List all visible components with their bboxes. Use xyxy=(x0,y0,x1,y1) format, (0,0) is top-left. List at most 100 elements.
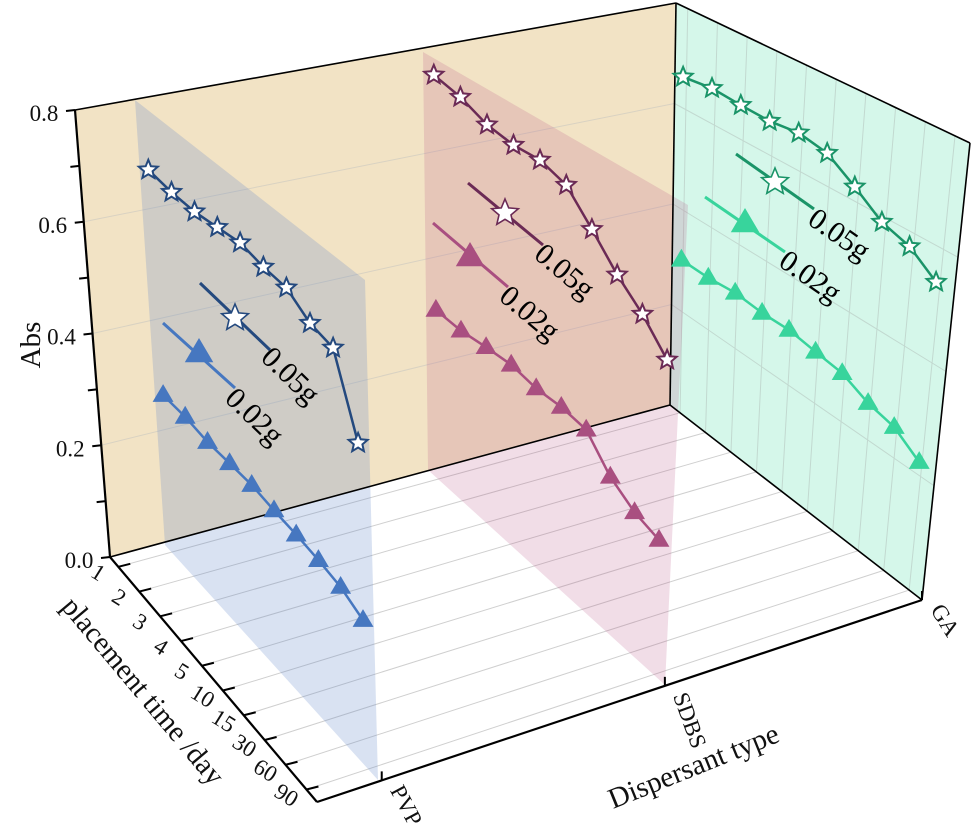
y-tick-label: 0.6 xyxy=(38,213,67,238)
series-line xyxy=(435,308,660,541)
triangle-marker xyxy=(450,319,472,338)
series-sdbs-0.02g xyxy=(425,298,670,547)
y-tick xyxy=(96,500,106,504)
triangle-marker xyxy=(805,340,826,359)
plane-sdbs xyxy=(423,52,688,685)
floor-surface xyxy=(110,405,922,802)
back-wall xyxy=(75,3,676,557)
star-marker xyxy=(924,269,949,293)
star-marker xyxy=(605,262,630,286)
floor-gridline xyxy=(159,451,732,617)
back-wall-gridline xyxy=(92,203,674,334)
star-marker xyxy=(897,233,922,257)
series-line xyxy=(162,394,365,621)
plane-pvp xyxy=(135,100,378,780)
side-wall-top-edge xyxy=(675,2,971,144)
x-tick xyxy=(285,760,298,766)
series-line xyxy=(682,75,938,283)
star-marker xyxy=(869,209,894,233)
star-marker xyxy=(421,62,446,86)
floor-gridline xyxy=(285,569,884,766)
x-axis-line xyxy=(109,556,318,803)
star-marker xyxy=(786,120,811,144)
floor-gridline xyxy=(306,589,910,790)
y-tick xyxy=(74,220,84,224)
x-tick xyxy=(180,637,194,643)
y-tick xyxy=(92,444,102,448)
x-tick-label: 5 xyxy=(170,658,193,685)
side-wall-gridline xyxy=(671,304,935,487)
side-wall-gridline xyxy=(857,107,897,551)
y-tick-label: 0.2 xyxy=(56,436,85,461)
x-tick xyxy=(201,661,215,667)
star-marker xyxy=(448,84,473,108)
z-axis-line xyxy=(316,598,923,804)
star-marker xyxy=(251,254,276,278)
series-sdbs-0.05g xyxy=(421,62,680,371)
z-tick-label: PVP xyxy=(385,781,427,824)
side-wall-front-edge xyxy=(921,142,971,601)
triangle-marker xyxy=(525,377,547,396)
triangle-marker xyxy=(724,281,746,300)
star-marker xyxy=(501,132,526,156)
star-marker xyxy=(630,301,655,325)
triangle-marker xyxy=(575,418,597,437)
y-tick xyxy=(100,556,111,559)
x-tick-label: 15 xyxy=(207,704,240,737)
x-tick xyxy=(138,587,152,593)
star-marker xyxy=(671,64,696,88)
triangle-marker xyxy=(425,298,447,317)
star-marker xyxy=(205,214,230,238)
x-tick-label: 90 xyxy=(270,778,303,811)
triangle-marker xyxy=(263,499,285,518)
triangle-marker xyxy=(671,248,692,267)
y-tick-label: 0.8 xyxy=(30,101,59,126)
floor-gridline xyxy=(243,530,833,716)
triangle-marker xyxy=(751,301,773,320)
star-marker xyxy=(757,108,782,132)
series-line xyxy=(433,73,669,361)
axes xyxy=(65,2,971,804)
triangle-marker xyxy=(697,266,719,285)
star-marker xyxy=(228,230,253,253)
series-ga-0.05g xyxy=(671,64,949,293)
x-tick-label: 30 xyxy=(228,729,261,762)
star-marker xyxy=(528,147,552,171)
star-marker xyxy=(579,216,604,240)
floor-gridline xyxy=(139,432,706,593)
star-marker xyxy=(759,165,791,195)
data-series xyxy=(136,62,949,627)
series-pvp-0.05g xyxy=(136,157,371,454)
triangle-marker xyxy=(550,396,572,414)
triangle-marker xyxy=(857,392,879,410)
triangle-marker xyxy=(184,338,214,363)
floor-gridline xyxy=(222,510,808,692)
star-marker xyxy=(136,157,161,181)
floor-gridline xyxy=(180,471,757,642)
triangle-marker xyxy=(624,501,645,520)
y-tick-label: 0.0 xyxy=(65,548,94,573)
triangle-marker xyxy=(330,576,352,594)
x-tick xyxy=(243,711,256,717)
triangle-marker xyxy=(455,242,485,267)
side-wall-bottom-edge xyxy=(669,404,923,601)
triangle-marker xyxy=(174,405,196,424)
floor-gridline xyxy=(264,550,859,741)
star-marker xyxy=(346,430,371,454)
x-tick xyxy=(264,736,277,741)
star-marker xyxy=(815,140,840,164)
side-wall-gridline xyxy=(908,135,956,591)
star-marker xyxy=(655,347,680,371)
y-tick xyxy=(65,109,76,112)
star-marker xyxy=(842,174,867,198)
side-wall-gridline xyxy=(832,93,867,532)
triangle-marker xyxy=(285,523,307,542)
star-marker xyxy=(219,301,251,331)
series-ga-0.02g xyxy=(671,248,930,469)
star-marker xyxy=(320,335,346,359)
y-tick xyxy=(83,332,93,336)
triangle-marker xyxy=(648,528,670,547)
back-wall-gridline xyxy=(101,304,672,446)
star-marker xyxy=(728,92,753,116)
